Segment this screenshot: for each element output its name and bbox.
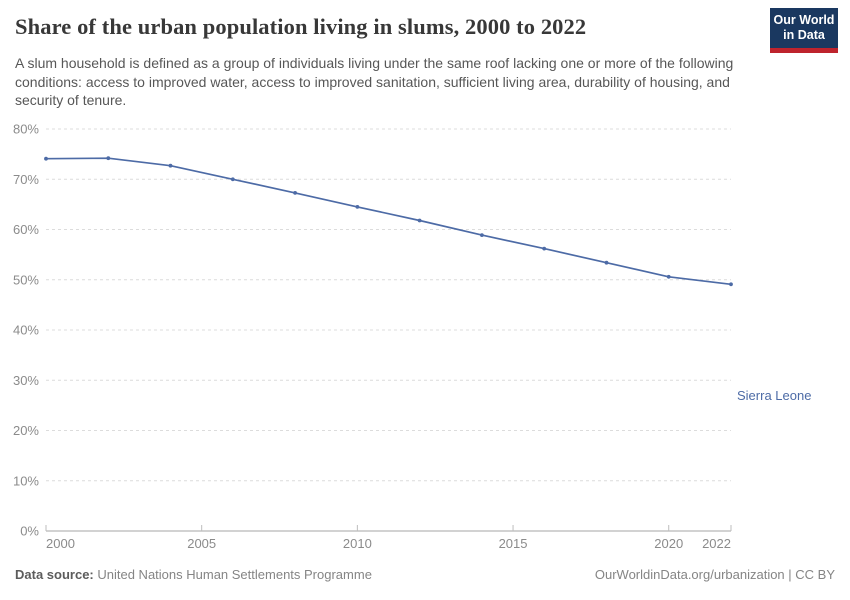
- data-source: Data source: United Nations Human Settle…: [15, 567, 372, 582]
- data-source-value: United Nations Human Settlements Program…: [93, 567, 372, 582]
- chart-area: 0% 10% 20% 30% 40% 50% 60% 70% 80% 2000 2005 2010 20…: [0, 112, 850, 562]
- chart-subtitle: A slum household is defined as a group o…: [15, 55, 734, 108]
- data-points[interactable]: [44, 156, 733, 287]
- svg-text:60%: 60%: [13, 222, 39, 237]
- svg-text:70%: 70%: [13, 172, 39, 187]
- svg-text:2020: 2020: [654, 536, 683, 551]
- chart-footer: Data source: United Nations Human Settle…: [15, 567, 835, 582]
- page-title: Share of the urban population living in …: [15, 14, 587, 39]
- owid-logo-red-bar: [770, 48, 838, 53]
- svg-text:80%: 80%: [13, 122, 39, 137]
- svg-text:40%: 40%: [13, 323, 39, 338]
- svg-text:2000: 2000: [46, 536, 75, 551]
- credit-link[interactable]: OurWorldinData.org/urbanization | CC BY: [594, 567, 835, 582]
- y-gridlines: [46, 128, 731, 482]
- y-axis-labels: 0% 10% 20% 30% 40% 50% 60% 70% 80%: [13, 122, 39, 539]
- owid-logo[interactable]: Our World in Data: [770, 8, 838, 53]
- data-line-sierra-leone[interactable]: [45, 157, 732, 286]
- svg-text:30%: 30%: [13, 373, 39, 388]
- svg-text:10%: 10%: [13, 473, 39, 488]
- owid-logo-text: Our World in Data: [770, 8, 838, 48]
- owid-logo-line1: Our World: [773, 13, 835, 27]
- svg-text:0%: 0%: [20, 524, 39, 539]
- svg-text:2005: 2005: [187, 536, 216, 551]
- owid-logo-line2: in Data: [783, 28, 825, 42]
- data-source-label: Data source:: [15, 567, 94, 582]
- x-axis: [45, 525, 732, 532]
- svg-text:2010: 2010: [343, 536, 372, 551]
- x-axis-labels: 2000 2005 2010 2015 2020 2022: [46, 536, 731, 551]
- svg-text:20%: 20%: [13, 423, 39, 438]
- svg-text:2015: 2015: [499, 536, 528, 551]
- svg-text:50%: 50%: [13, 272, 39, 287]
- svg-text:2022: 2022: [702, 536, 731, 551]
- line-chart-plot[interactable]: 0%10%20%30%40%50%60%70%80%2000 2005 2010 20…: [0, 112, 850, 562]
- entity-label-sierra-leone[interactable]: Sierra Leone: [737, 388, 812, 403]
